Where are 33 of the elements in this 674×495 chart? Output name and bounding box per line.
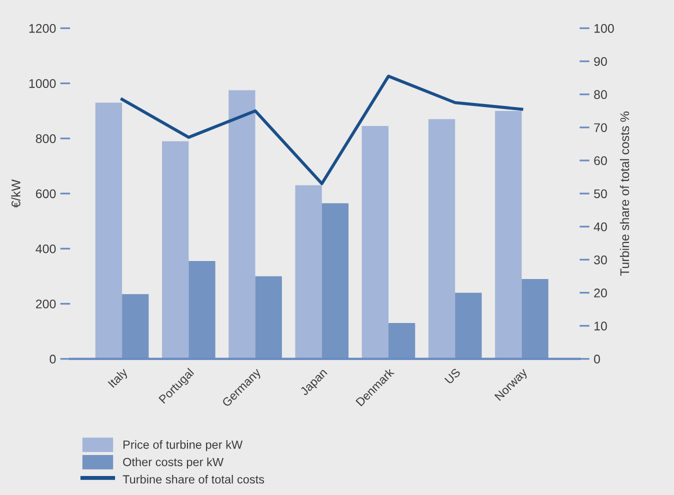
y-tick-label: 1200 bbox=[29, 24, 56, 33]
y-tick-label: 400 bbox=[36, 244, 56, 254]
y-axis-title: €/kW bbox=[11, 179, 20, 208]
bar bbox=[95, 102, 122, 359]
y2-axis-title: Turbine share of total costs % bbox=[620, 112, 630, 276]
y2-tick-label: 0 bbox=[594, 354, 600, 364]
y-tick-label: 0 bbox=[50, 354, 56, 364]
y-tick-label: 1000 bbox=[29, 79, 56, 88]
legend-label: Turbine share of total costs bbox=[122, 474, 264, 484]
bar bbox=[295, 185, 322, 359]
bar bbox=[362, 126, 388, 359]
y-tick-label: 600 bbox=[36, 189, 56, 198]
legend-label: Other costs per kW bbox=[123, 458, 224, 469]
y2-tick-label: 100 bbox=[594, 24, 614, 33]
y2-tick-label: 10 bbox=[594, 322, 607, 330]
bar bbox=[228, 90, 256, 359]
y2-tick-label: 60 bbox=[594, 156, 607, 166]
y2-tick-label: 30 bbox=[594, 255, 607, 264]
y2-tick-label: 50 bbox=[594, 189, 607, 198]
y2-tick-label: 80 bbox=[594, 90, 607, 99]
line-series bbox=[120, 74, 524, 186]
bar bbox=[495, 110, 522, 359]
y2-tick-label: 40 bbox=[594, 222, 607, 232]
y-tick-label: 200 bbox=[36, 300, 56, 308]
x-tick-label: Italy bbox=[108, 367, 130, 390]
y2-tick-label: 70 bbox=[594, 123, 607, 132]
y2-tick-label: 20 bbox=[594, 288, 607, 298]
bar bbox=[162, 141, 189, 359]
x-tick-label: US bbox=[444, 368, 461, 384]
y2-tick-label: 90 bbox=[594, 57, 607, 66]
bar bbox=[428, 119, 456, 359]
y-tick-label: 800 bbox=[36, 134, 56, 144]
legend-label: Price of turbine per kW bbox=[124, 440, 243, 452]
